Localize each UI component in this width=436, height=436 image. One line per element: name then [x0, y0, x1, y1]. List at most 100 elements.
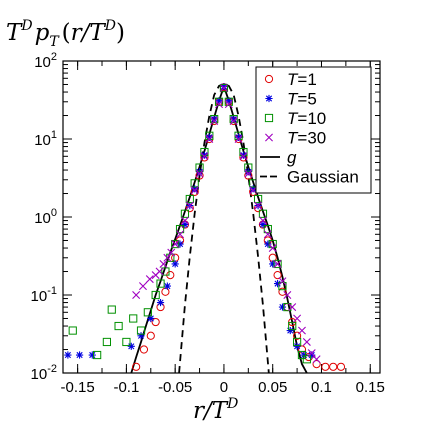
data-point: [297, 350, 307, 360]
data-point: [278, 303, 287, 311]
data-point: [185, 201, 194, 210]
legend-marker: [264, 113, 274, 123]
data-point: [312, 355, 321, 364]
data-point: [122, 337, 131, 347]
data-point: [329, 362, 338, 371]
data-point: [210, 114, 219, 124]
data-point: [300, 351, 308, 359]
data-point: [161, 287, 170, 296]
data-point: [176, 230, 185, 239]
data-point: [163, 253, 172, 262]
data-point: [244, 168, 252, 176]
x-tick-label: -0.05: [158, 379, 192, 396]
data-point: [156, 298, 165, 307]
data-point: [88, 351, 96, 359]
data-point: [307, 349, 316, 358]
data-point: [224, 97, 233, 106]
data-point: [138, 282, 147, 291]
data-point: [229, 114, 238, 124]
data-point: [263, 230, 272, 239]
data-point: [336, 362, 346, 371]
data-point: [312, 360, 321, 369]
data-layer: [64, 82, 346, 373]
data-point: [156, 279, 165, 288]
data-point: [292, 337, 302, 347]
data-point: [107, 305, 116, 314]
data-point: [167, 248, 176, 257]
data-point: [147, 314, 155, 323]
data-point: [297, 345, 307, 354]
data-point: [234, 133, 243, 141]
data-point: [205, 133, 213, 141]
data-point: [244, 169, 253, 178]
data-point: [288, 321, 297, 331]
data-point: [273, 270, 282, 280]
data-point: [292, 331, 302, 340]
data-point: [210, 115, 218, 123]
x-tick-label: 0.15: [356, 379, 385, 396]
y-tick-label: 101: [34, 129, 57, 149]
legend-label: Gaussian: [287, 168, 359, 187]
data-point: [273, 259, 282, 268]
legend-label: T=30: [287, 129, 326, 148]
legend-label: T=10: [287, 109, 326, 128]
data-point: [180, 209, 190, 218]
data-point: [161, 267, 170, 276]
data-point: [283, 302, 292, 312]
data-point: [139, 345, 149, 354]
data-point: [259, 220, 267, 229]
data-point: [249, 185, 257, 193]
data-point: [215, 97, 223, 105]
data-point: [205, 135, 214, 143]
legend-label: T=5: [287, 90, 317, 109]
legend-marker: [265, 133, 273, 142]
data-point: [132, 291, 141, 299]
data-point: [114, 321, 123, 331]
legend-marker: [264, 74, 274, 84]
y-axis-title: TDpT (r/TD): [6, 18, 125, 50]
data-point: [159, 259, 168, 268]
data-point: [263, 224, 272, 234]
x-tick-label: 0.1: [311, 379, 332, 396]
data-point: [151, 317, 160, 327]
data-point: [269, 260, 277, 268]
data-point: [219, 84, 228, 93]
x-tick-label: 0: [220, 379, 228, 396]
data-point: [136, 326, 146, 335]
data-point: [171, 260, 179, 268]
data-point: [229, 117, 238, 126]
data-point: [68, 326, 77, 335]
data-point: [93, 350, 102, 360]
data-point: [143, 308, 152, 317]
data-point: [195, 168, 204, 176]
data-point: [181, 220, 189, 229]
data-point: [64, 351, 72, 359]
data-point: [264, 240, 272, 248]
data-point: [308, 351, 316, 359]
y-tick-label: 102: [34, 51, 57, 71]
data-point: [268, 244, 277, 253]
y-tick-label: 10-1: [31, 285, 57, 305]
data-point: [171, 253, 180, 262]
data-point: [195, 163, 204, 172]
legend-box: [255, 66, 372, 194]
data-point: [132, 362, 141, 371]
data-point: [176, 240, 184, 248]
data-point: [283, 291, 292, 299]
data-point: [273, 280, 282, 288]
legend-label: g: [287, 148, 297, 167]
series-4: [132, 84, 321, 364]
data-point: [293, 342, 301, 350]
data-point: [258, 216, 267, 225]
data-point: [151, 290, 160, 300]
data-point: [215, 100, 224, 109]
data-point: [155, 267, 164, 276]
data-point: [127, 342, 135, 350]
data-point: [210, 117, 219, 126]
data-point: [278, 277, 287, 286]
data-point: [239, 152, 248, 161]
data-point: [297, 326, 306, 335]
data-point: [163, 282, 171, 290]
data-point: [230, 115, 238, 123]
data-point: [171, 240, 180, 249]
